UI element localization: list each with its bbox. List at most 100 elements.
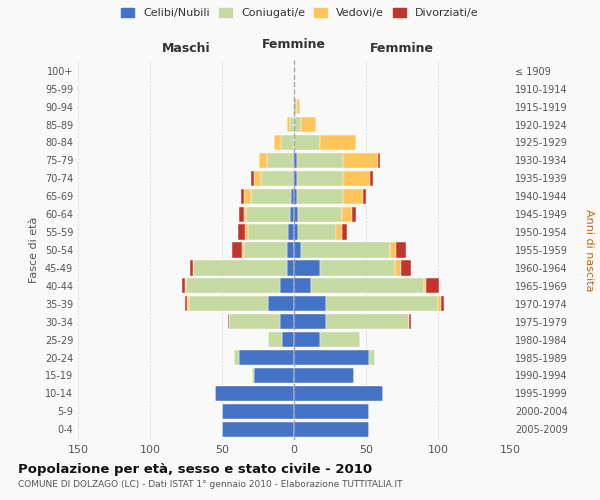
Bar — [301, 117, 316, 132]
Text: Femmine: Femmine — [370, 42, 434, 54]
Bar — [294, 350, 369, 365]
Bar — [424, 278, 427, 293]
Bar — [370, 170, 373, 186]
Bar — [341, 224, 347, 240]
Bar — [189, 296, 268, 312]
Bar — [301, 242, 391, 258]
Bar — [233, 350, 239, 365]
Bar — [291, 188, 294, 204]
Bar — [274, 135, 281, 150]
Bar — [320, 135, 356, 150]
Bar — [294, 332, 320, 347]
Bar — [248, 224, 288, 240]
Bar — [232, 242, 242, 258]
Bar — [438, 296, 441, 312]
Bar — [294, 422, 369, 437]
Bar — [401, 260, 410, 276]
Bar — [242, 242, 244, 258]
Bar — [336, 224, 341, 240]
Bar — [229, 314, 280, 330]
Bar — [293, 153, 294, 168]
Text: Femmine: Femmine — [262, 38, 326, 51]
Bar — [281, 135, 294, 150]
Bar — [186, 278, 280, 293]
Bar — [298, 224, 336, 240]
Bar — [294, 260, 320, 276]
Bar — [294, 386, 383, 401]
Bar — [297, 188, 343, 204]
Bar — [245, 224, 248, 240]
Bar — [238, 224, 245, 240]
Bar — [343, 188, 363, 204]
Bar — [287, 242, 294, 258]
Bar — [222, 422, 294, 437]
Bar — [228, 314, 229, 330]
Bar — [396, 242, 406, 258]
Bar — [341, 206, 352, 222]
Bar — [283, 332, 294, 347]
Bar — [352, 206, 356, 222]
Bar — [391, 242, 396, 258]
Bar — [363, 188, 366, 204]
Bar — [288, 224, 294, 240]
Text: COMUNE DI DOLZAGO (LC) - Dati ISTAT 1° gennaio 2010 - Elaborazione TUTTITALIA.IT: COMUNE DI DOLZAGO (LC) - Dati ISTAT 1° g… — [18, 480, 403, 489]
Bar — [395, 260, 401, 276]
Bar — [294, 153, 297, 168]
Bar — [290, 206, 294, 222]
Bar — [241, 188, 244, 204]
Bar — [247, 206, 290, 222]
Bar — [294, 135, 320, 150]
Bar — [369, 350, 374, 365]
Bar — [190, 260, 193, 276]
Bar — [343, 170, 370, 186]
Bar — [297, 99, 300, 114]
Bar — [244, 188, 251, 204]
Bar — [215, 386, 294, 401]
Bar — [441, 296, 444, 312]
Bar — [266, 153, 293, 168]
Bar — [377, 153, 380, 168]
Bar — [297, 153, 343, 168]
Bar — [239, 350, 294, 365]
Bar — [254, 170, 261, 186]
Bar — [320, 332, 360, 347]
Bar — [182, 278, 185, 293]
Bar — [268, 296, 294, 312]
Bar — [294, 99, 297, 114]
Bar — [294, 224, 298, 240]
Bar — [311, 278, 424, 293]
Text: Maschi: Maschi — [161, 42, 211, 54]
Bar — [293, 170, 294, 186]
Bar — [280, 278, 294, 293]
Bar — [294, 404, 369, 419]
Bar — [185, 278, 186, 293]
Bar — [409, 314, 410, 330]
Bar — [222, 404, 294, 419]
Bar — [294, 296, 326, 312]
Bar — [268, 332, 283, 347]
Bar — [294, 206, 298, 222]
Bar — [280, 314, 294, 330]
Bar — [297, 170, 343, 186]
Bar — [287, 117, 290, 132]
Bar — [244, 242, 287, 258]
Bar — [254, 368, 294, 383]
Bar — [287, 260, 294, 276]
Bar — [261, 170, 293, 186]
Bar — [294, 278, 311, 293]
Bar — [239, 206, 244, 222]
Legend: Celibi/Nubili, Coniugati/e, Vedovi/e, Divorziati/e: Celibi/Nubili, Coniugati/e, Vedovi/e, Di… — [119, 6, 481, 20]
Bar — [290, 117, 294, 132]
Bar — [193, 260, 287, 276]
Bar — [326, 314, 409, 330]
Bar — [251, 170, 254, 186]
Y-axis label: Fasce di età: Fasce di età — [29, 217, 39, 283]
Bar — [294, 368, 355, 383]
Bar — [251, 188, 291, 204]
Bar — [185, 296, 187, 312]
Bar — [187, 296, 189, 312]
Bar — [343, 153, 377, 168]
Bar — [244, 206, 247, 222]
Bar — [427, 278, 439, 293]
Bar — [259, 153, 266, 168]
